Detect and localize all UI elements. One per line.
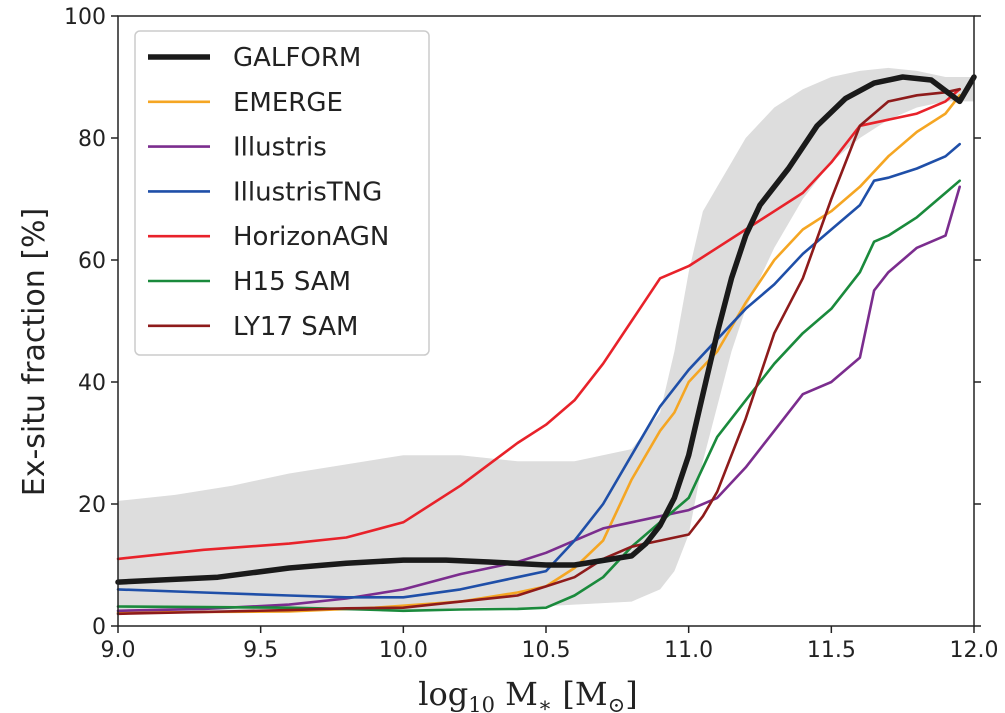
y-tick-label: 80	[78, 127, 106, 152]
y-axis-label: Ex-situ fraction [%]	[17, 208, 52, 497]
legend-label: GALFORM	[233, 43, 361, 73]
legend-label: IllustrisTNG	[233, 177, 382, 207]
legend-label: HorizonAGN	[233, 222, 389, 252]
legend-label: H15 SAM	[233, 267, 351, 297]
legend-label: EMERGE	[233, 88, 343, 118]
legend-label: LY17 SAM	[233, 312, 358, 342]
y-tick-label: 0	[92, 615, 106, 640]
legend: GALFORM EMERGE Illustris IllustrisTNG Horizo…	[134, 30, 430, 356]
series-illustris-line	[116, 185, 962, 613]
y-tick-label: 20	[78, 493, 106, 518]
series-horizonagn-line	[116, 87, 962, 561]
series-ly17-sam-line	[116, 87, 962, 616]
series-illustristng-line	[116, 142, 962, 599]
y-tick-label: 40	[78, 371, 106, 396]
tick-layer: 9.0 9.5 10.0 10.5 11.0 11.5 12.0 0 20 40 60 80 100	[64, 5, 998, 663]
series-h15-sam-line	[116, 179, 962, 613]
x-tick-label: 9.5	[243, 638, 278, 663]
x-tick-label: 10.0	[379, 638, 428, 663]
x-tick-label: 12.0	[950, 638, 999, 663]
x-tick-label: 9.0	[101, 638, 136, 663]
legend-box	[134, 30, 430, 356]
legend-label: Illustris	[233, 133, 327, 163]
x-axis-label: log10 M∗ [M⊙]	[418, 675, 637, 713]
x-tick-label: 11.0	[664, 638, 713, 663]
series-galform-line	[115, 74, 977, 585]
x-tick-label: 11.5	[807, 638, 856, 663]
y-tick-label: 60	[78, 249, 106, 274]
x-tick-label: 10.5	[522, 638, 571, 663]
series-layer	[115, 74, 977, 616]
y-tick-label: 100	[64, 5, 106, 30]
